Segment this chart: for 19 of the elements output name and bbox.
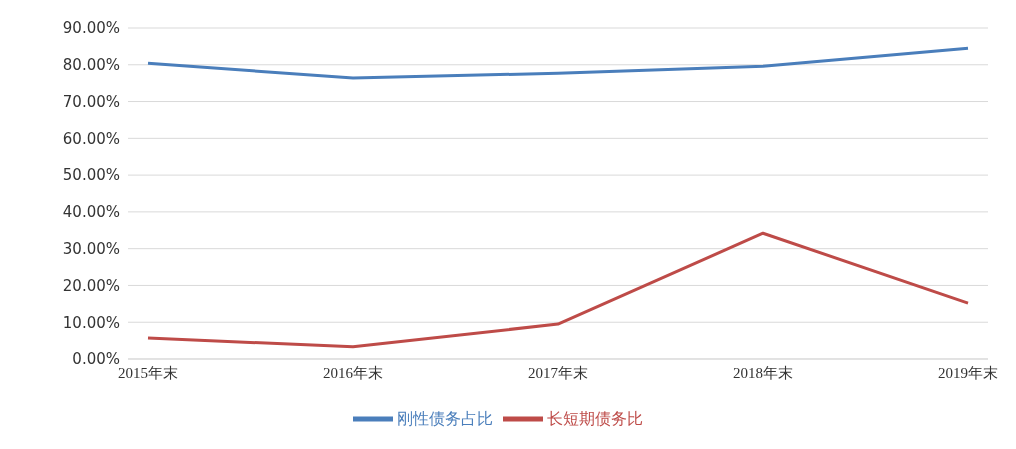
y-tick-label: 30.00% — [62, 239, 120, 258]
legend-label: 长短期债务比 — [547, 408, 643, 428]
y-tick-label: 40.00% — [62, 203, 120, 222]
y-tick-label: 90.00% — [62, 19, 120, 38]
x-tick-label: 2015年末 — [118, 364, 178, 381]
x-tick-label: 2019年末 — [938, 364, 998, 381]
y-tick-label: 20.00% — [62, 276, 120, 295]
x-tick-label: 2017年末 — [528, 364, 588, 381]
y-tick-label: 0.00% — [72, 350, 120, 369]
y-tick-label: 80.00% — [62, 56, 120, 75]
legend-label: 刚性债务占比 — [397, 408, 493, 428]
y-tick-label: 50.00% — [62, 166, 120, 185]
x-tick-label: 2018年末 — [733, 364, 793, 381]
y-tick-label: 60.00% — [62, 129, 120, 148]
x-tick-label: 2016年末 — [323, 364, 383, 381]
line-series — [146, 46, 970, 80]
y-tick-label: 70.00% — [62, 92, 120, 111]
y-tick-label: 10.00% — [62, 313, 120, 332]
line-series — [146, 231, 970, 349]
